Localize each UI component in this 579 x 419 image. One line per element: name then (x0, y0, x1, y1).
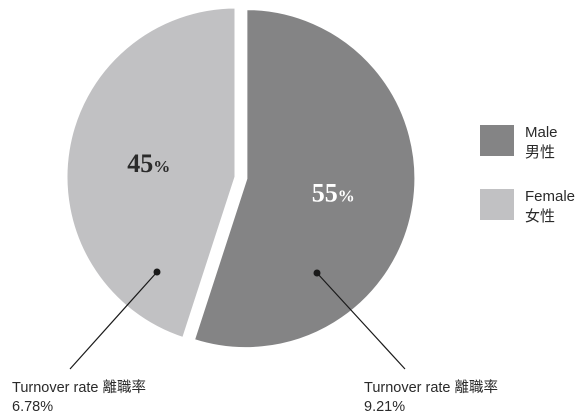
slice-label-male: 55% (312, 178, 355, 207)
legend-item-male: Male 男性 (480, 124, 558, 161)
pie-slices (64, 5, 418, 351)
slice-unit-male: % (338, 186, 355, 205)
legend-label-male-en: Male (525, 124, 558, 141)
turnover-label-male: Turnover rate 離職率 (364, 378, 498, 396)
legend: Male 男性 Female 女性 (480, 124, 575, 225)
slice-unit-female: % (153, 157, 170, 176)
turnover-label-female: Turnover rate 離職率 (12, 378, 146, 396)
turnover-annotation-male: Turnover rate 離職率 9.21% (313, 269, 498, 415)
legend-swatch-female (480, 189, 514, 220)
pie-slice-male (191, 7, 418, 351)
turnover-value-female: 6.78% (12, 399, 53, 415)
legend-item-female: Female 女性 (480, 188, 575, 225)
legend-swatch-male (480, 125, 514, 156)
slice-value-male: 55 (312, 178, 338, 207)
legend-label-female-en: Female (525, 188, 575, 205)
leader-line-female (69, 271, 158, 370)
leader-line-male (316, 272, 406, 370)
legend-label-male-zh: 男性 (525, 144, 555, 161)
turnover-value-male: 9.21% (364, 399, 405, 415)
legend-label-female-zh: 女性 (525, 207, 555, 225)
slice-value-female: 45 (127, 149, 153, 178)
turnover-annotation-female: Turnover rate 離職率 6.78% (12, 268, 161, 415)
slice-label-female: 45% (127, 149, 170, 178)
